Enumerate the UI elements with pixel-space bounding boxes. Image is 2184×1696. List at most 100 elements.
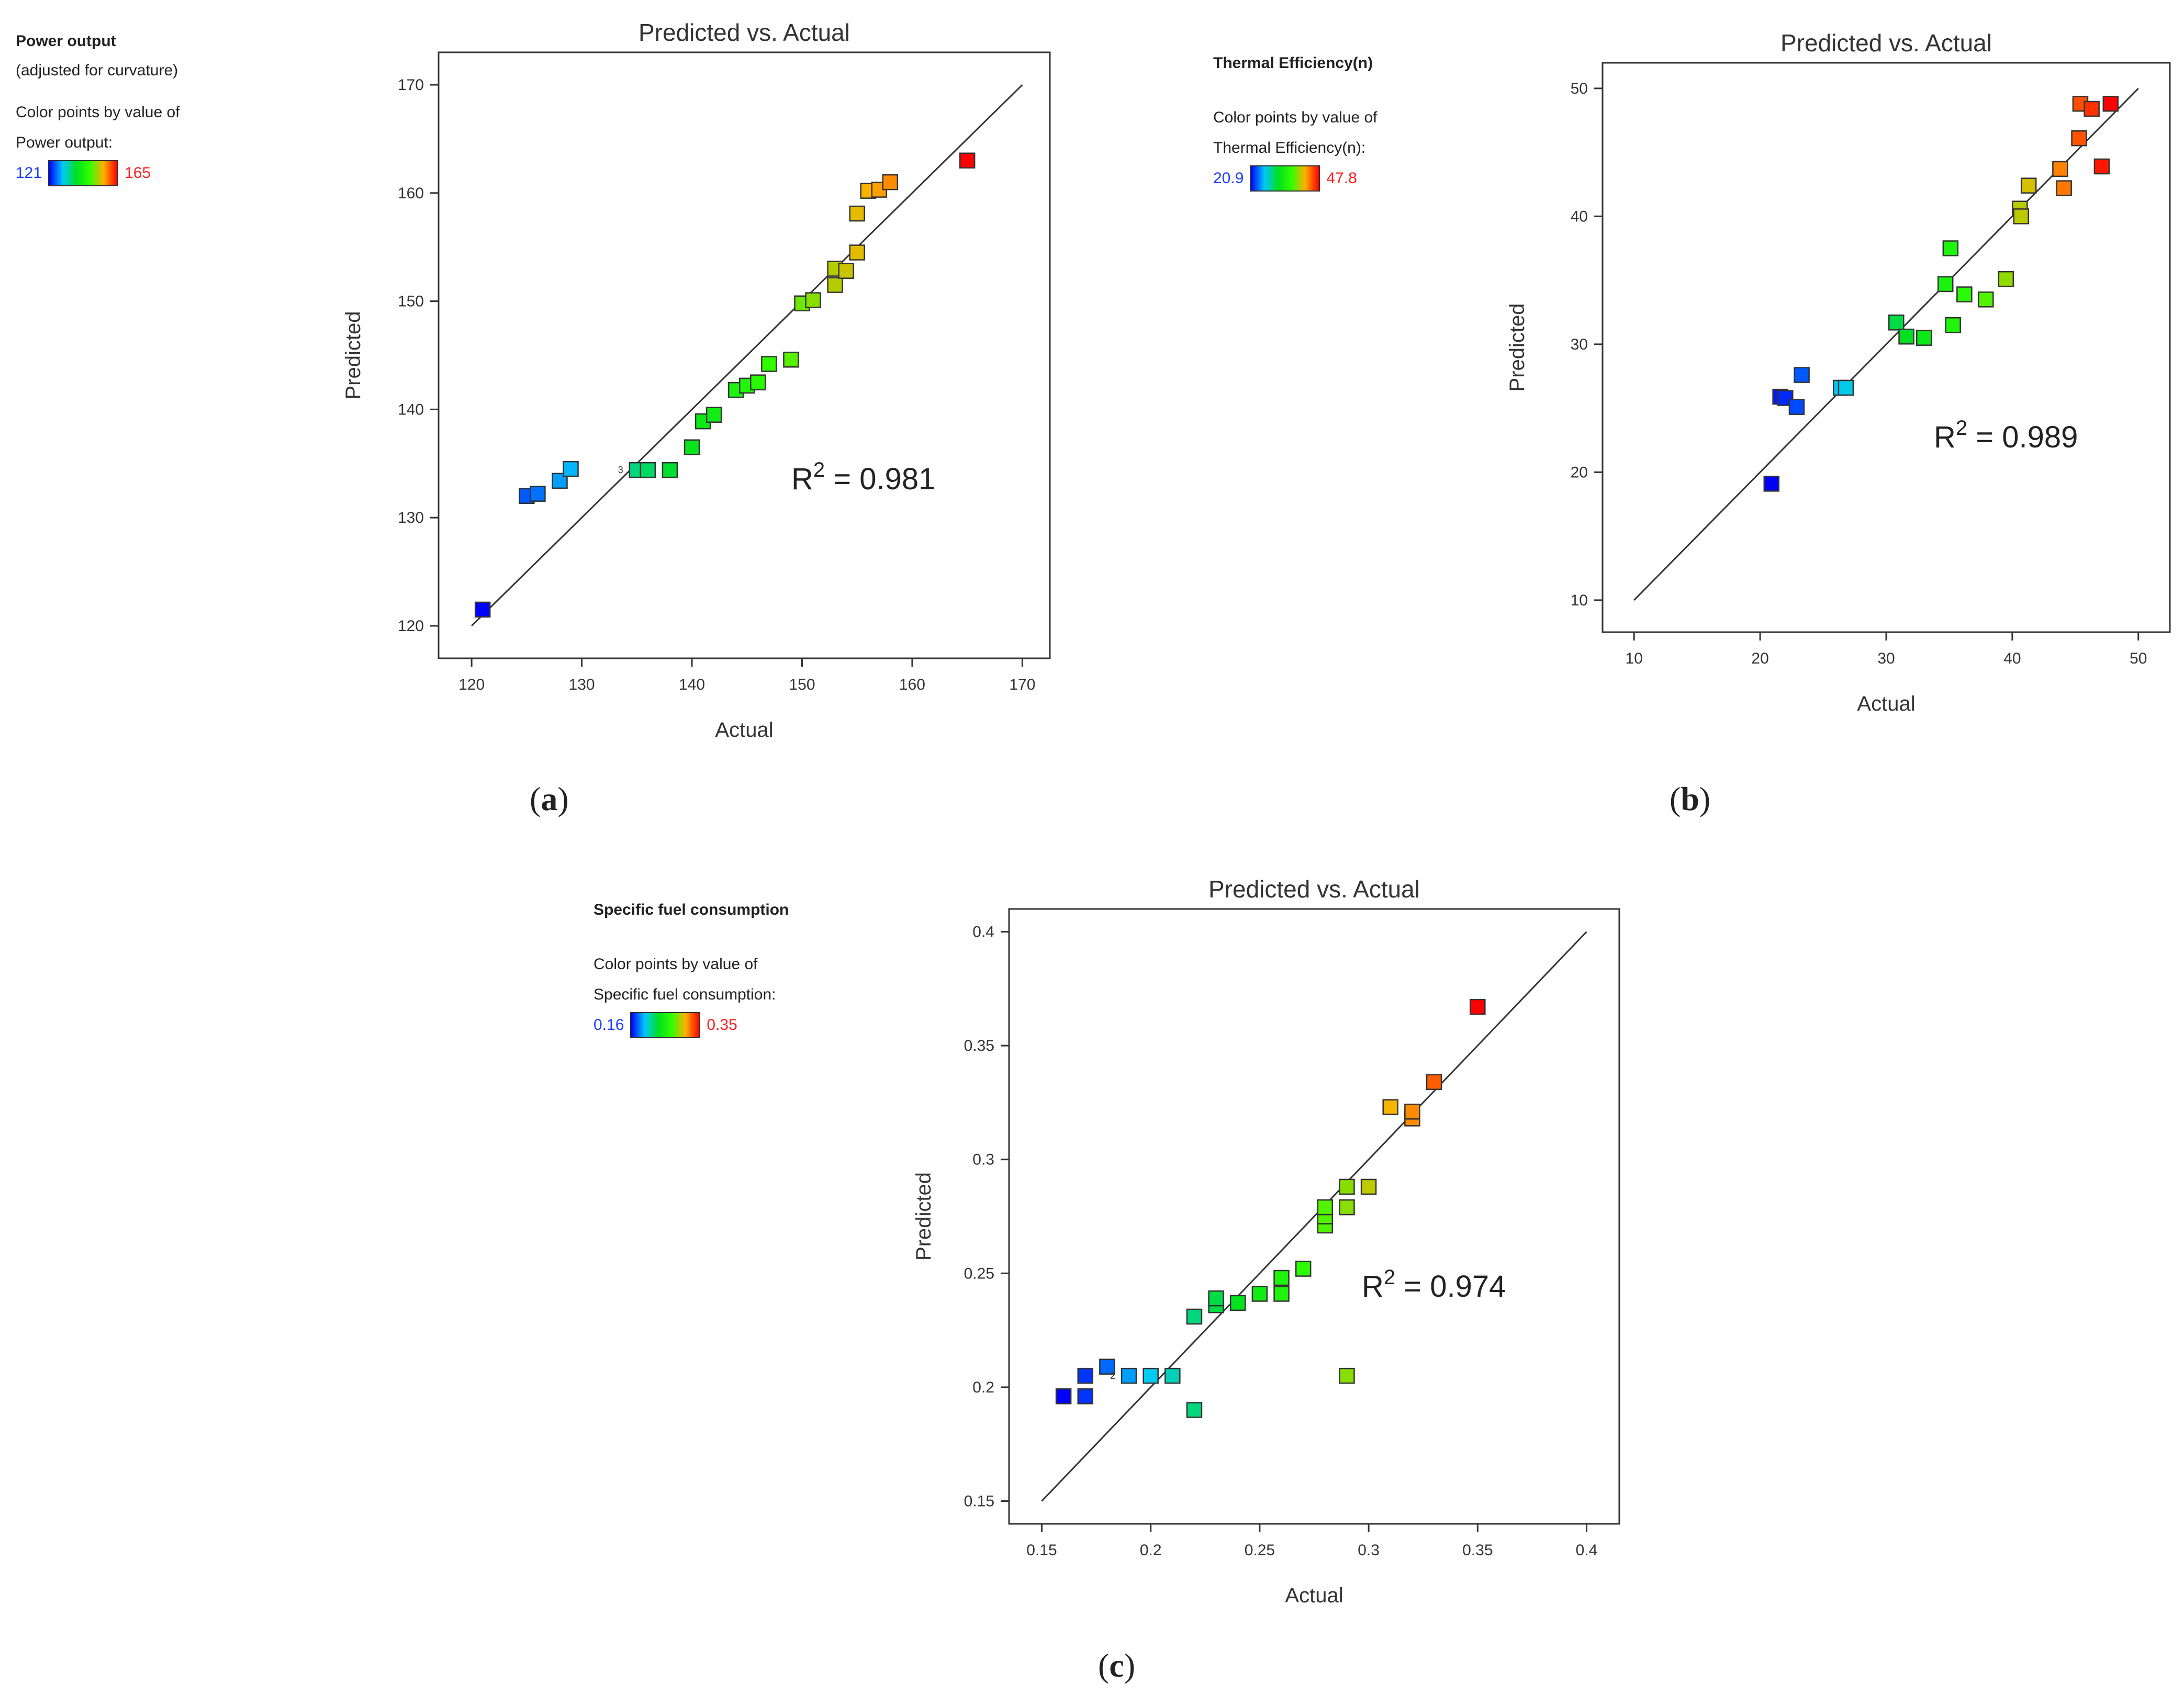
chart-title: Predicted vs. Actual [639, 19, 850, 46]
data-point [1186, 1402, 1203, 1418]
data-point [882, 174, 899, 190]
r2-value: = 0.989 [1967, 420, 2078, 454]
point-count-label: 3 [618, 465, 623, 475]
color-scale-bar [48, 160, 119, 186]
y-tick-label: 40 [1571, 208, 1588, 225]
data-point [1251, 1286, 1268, 1302]
legend-line: Color points by value of [593, 956, 758, 973]
caption-c: (c) [1098, 1647, 1136, 1684]
r2-exponent: 2 [813, 458, 825, 481]
data-point [1404, 1104, 1420, 1120]
x-axis-label: Actual [715, 718, 773, 742]
data-point [1998, 271, 2014, 287]
data-point [1339, 1199, 1355, 1216]
color-scale-bar [630, 1012, 701, 1038]
color-scale: 20.9 47.8 [1213, 165, 1377, 192]
data-point [1186, 1308, 1203, 1325]
x-tick-label: 120 [458, 676, 485, 693]
data-point [849, 205, 865, 222]
data-point [1317, 1199, 1334, 1216]
color-scale-max: 47.8 [1326, 170, 1357, 187]
chart-panel-3: Predicted vs. Actual 0.15 0.2 0.25 0.3 0.35 0.… [912, 875, 1620, 1607]
x-tick-label: 50 [2130, 650, 2147, 667]
data-point [1055, 1388, 1072, 1405]
data-point [1339, 1367, 1355, 1384]
data-point [1143, 1367, 1159, 1384]
y-tick-label: 0.15 [964, 1492, 994, 1510]
x-tick-label: 0.3 [1358, 1542, 1380, 1559]
color-scale-min: 121 [16, 164, 42, 182]
y-axis-label: Predicted [1506, 304, 1529, 392]
y-tick-label: 50 [1571, 80, 1588, 97]
r2-annotation: R2 = 0.989 [1934, 417, 2078, 454]
color-scale: 0.16 0.35 [593, 1012, 789, 1038]
chart-panel-2: Predicted vs. Actual 10 20 30 40 50 10 20 30 40 50… [1506, 29, 2171, 715]
data-point [1382, 1099, 1398, 1115]
r2-exponent: 2 [1384, 1266, 1395, 1289]
x-tick-label: 20 [1751, 650, 1768, 667]
data-point [1295, 1261, 1312, 1277]
y-tick-label: 120 [398, 617, 424, 635]
legend-title: Thermal Efficiency(n) [1213, 54, 1373, 72]
data-point [640, 462, 656, 478]
y-tick-label: 170 [398, 76, 424, 94]
data-point [1360, 1178, 1377, 1195]
data-point [1794, 367, 1810, 383]
data-point [1937, 276, 1954, 293]
data-point [783, 352, 799, 368]
data-point [761, 356, 777, 372]
r2-value: = 0.981 [825, 462, 935, 496]
data-point [1916, 330, 1932, 346]
r2-base: R [1362, 1270, 1384, 1304]
y-tick-label: 0.4 [972, 924, 994, 941]
data-point [1788, 399, 1805, 415]
y-tick-label: 160 [398, 185, 424, 202]
legend-line: Color points by value of [16, 104, 180, 121]
y-tick-label: 0.3 [972, 1151, 994, 1169]
data-point [1942, 240, 1959, 256]
legend-line: Specific fuel consumption: [593, 986, 776, 1003]
data-point [1208, 1290, 1224, 1307]
data-point [1273, 1270, 1290, 1286]
legend-line: Color points by value of [1213, 109, 1377, 126]
data-point [838, 263, 854, 279]
data-point [1945, 317, 1961, 333]
y-axis-label: Predicted [342, 311, 365, 400]
r2-annotation: R2 = 0.981 [791, 458, 935, 496]
y-tick-label: 150 [398, 293, 424, 310]
x-tick-label: 40 [2003, 650, 2021, 667]
chart-panel-1: Predicted vs. Actual 120 130 140 150 160 170 12… [342, 19, 1051, 742]
x-tick-label: 0.25 [1245, 1542, 1275, 1559]
point-count-label: 2 [1110, 1371, 1115, 1381]
data-point [563, 460, 579, 477]
legend-title: Power output [16, 32, 116, 50]
data-point [959, 152, 976, 169]
data-point [684, 439, 700, 456]
data-point [1230, 1295, 1246, 1311]
data-point [662, 462, 678, 478]
chart-title: Predicted vs. Actual [1208, 875, 1420, 903]
r2-annotation: R2 = 0.974 [1362, 1266, 1506, 1304]
color-scale-min: 20.9 [1213, 170, 1244, 187]
data-point [1426, 1074, 1442, 1090]
y-tick-label: 30 [1571, 336, 1588, 353]
data-point [1898, 328, 1914, 345]
caption-letter: a [541, 780, 558, 817]
data-point [2071, 130, 2087, 147]
data-point [1077, 1388, 1093, 1405]
x-tick-label: 0.4 [1576, 1542, 1598, 1559]
data-point [1888, 315, 1905, 331]
x-tick-label: 170 [1009, 676, 1035, 693]
data-point [1339, 1178, 1355, 1195]
x-tick-label: 0.35 [1462, 1542, 1493, 1559]
data-point [1099, 1358, 1115, 1375]
color-scale: 121 165 [16, 160, 180, 186]
y-tick-label: 10 [1571, 592, 1588, 609]
data-point [1978, 291, 1994, 308]
data-point [2052, 161, 2068, 177]
data-point [750, 374, 766, 390]
r2-base: R [791, 462, 813, 496]
x-tick-label: 30 [1877, 650, 1895, 667]
data-point [827, 277, 843, 293]
x-tick-label: 150 [789, 676, 815, 693]
